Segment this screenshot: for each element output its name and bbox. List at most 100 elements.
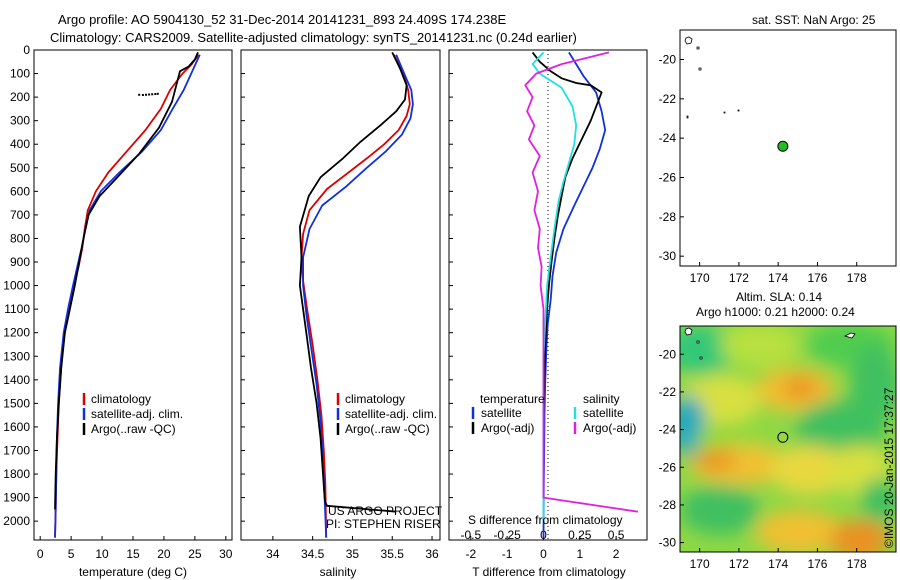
sla-blob [680,485,760,535]
map-x-tick-label: 170 [690,271,710,285]
series-line-temperature-satellite [542,51,607,538]
diff-legend-header-salinity: salinity [583,392,620,406]
series-line-satellite-adj-clim [302,54,414,538]
series-line-satellite-adj-clim [54,54,201,538]
x-tick-label: 0 [540,547,547,561]
series-line-climatology [300,54,411,538]
sla-map-axes [679,325,897,553]
map-y-tick-label: -28 [659,498,677,512]
depth-tick-label: 2000 [3,514,30,528]
argo-flag-point [151,93,154,96]
depth-tick-label: 1300 [3,349,30,363]
map-y-tick-label: -20 [659,53,677,67]
map-x-tick-label: 174 [768,271,788,285]
map-y-tick-label: -22 [659,385,677,399]
series-line-argo-raw-qc [54,52,199,510]
map-y-tick-label: -24 [659,131,677,145]
temp-legend-argo-label: Argo(..raw -QC) [91,422,176,436]
island-shape [684,327,693,336]
temperature-xlabel: temperature (deg C) [79,565,187,579]
x-tick-label: 35 [346,547,360,561]
x-tick-label: 35.5 [381,547,405,561]
depth-tick-label: 600 [10,184,30,198]
salinity-xlabel: salinity [320,565,357,579]
map-x-tick-label: 178 [847,271,867,285]
temperature-legend: climatology satellite-adj. clim. Argo(..… [82,392,183,436]
depth-tick-label: 100 [10,67,30,81]
s-diff-tick-label: -0.5 [460,528,481,542]
argo-flag-point [141,93,144,96]
x-tick-label: 5 [68,547,75,561]
map-x-tick-label: 178 [847,557,867,571]
diff-legend-ssat-label: satellite [583,406,624,420]
salinity-panel: 34 34.5 35 35.5 36 climatology satellite-adj… [240,49,443,579]
map-y-tick-label: -24 [659,423,677,437]
depth-tick-label: 1600 [3,420,30,434]
x-tick-label: 15 [126,547,140,561]
sal-legend-argo-label: Argo(..raw -QC) [345,422,430,436]
map-y-tick-label: -22 [659,92,677,106]
sst-map-title: sat. SST: NaN Argo: 25 [752,13,876,27]
salinity-annotation-pi: PI: STEPHEN RISER [326,517,441,531]
difference-legend: temperature salinity satellite Argo(-adj… [471,392,636,435]
sla-blob [720,326,800,367]
temp-legend-clim-label: climatology [91,392,151,406]
island-shape [696,340,700,344]
s-diff-tick-label: -0.25 [493,528,521,542]
map-x-tick-label: 172 [729,271,749,285]
x-tick-label: 34 [266,547,280,561]
sla-blob [770,445,850,495]
sla-blob [782,378,818,398]
argo-position-marker [777,431,789,443]
diff-legend-targo-label: Argo(-adj) [481,421,534,435]
sla-map-panel: Altim. SLA: 0.14 Argo h1000: 0.21 h2000:… [659,290,897,571]
argo-flag-point [148,93,151,96]
depth-tick-label: 700 [10,208,30,222]
series-line-salinity-satellite [531,51,578,522]
series-line-argo-raw-qc [298,52,408,513]
depth-tick-label: 1000 [3,279,30,293]
sal-legend-clim-label: climatology [345,392,405,406]
island-shape [698,67,702,71]
map-x-tick-label: 172 [729,557,749,571]
figure-title-line2: Climatology: CARS2009. Satellite-adjuste… [50,30,577,45]
sla-blob [755,510,845,552]
map-y-tick-label: -26 [659,460,677,474]
figure-title-line1: Argo profile: AO 5904130_52 31-Dec-2014 … [58,12,506,27]
depth-tick-label: 1700 [3,443,30,457]
island-shape [723,111,726,114]
island-shape [684,36,693,45]
depth-tick-label: 1900 [3,491,30,505]
temp-legend-sat-label: satellite-adj. clim. [91,407,183,421]
depth-tick-label: 1800 [3,467,30,481]
sla-blob [695,450,735,470]
x-tick-label: 1 [576,547,583,561]
island-shape [699,356,703,360]
depth-tick-label: 200 [10,90,30,104]
series-line-climatology [54,54,200,538]
x-tick-label: 10 [95,547,109,561]
sst-map-panel: sat. SST: NaN Argo: 25 170 172 174 176 178 -2… [659,13,897,285]
depth-tick-label: 1200 [3,326,30,340]
x-tick-label: -2 [465,547,476,561]
map-y-tick-label: -20 [659,347,677,361]
map-x-tick-label: 174 [768,557,788,571]
depth-tick-label: 800 [10,231,30,245]
x-tick-label: 30 [219,547,233,561]
x-tick-label: 20 [157,547,171,561]
series-line-salinity-argo-adj [524,51,639,513]
temperature-axes [33,49,233,541]
salinity-axes [240,49,441,541]
depth-tick-label: 1100 [4,302,30,316]
difference-top-xlabel: S difference from climatology [468,513,623,527]
argo-flag-point [138,93,141,96]
sal-legend-sat-label: satellite-adj. clim. [345,407,437,421]
map-y-tick-label: -28 [659,210,677,224]
argo-flag-point [156,92,159,95]
salinity-annotation-project: US ARGO PROJECT [328,504,443,518]
sla-blob [680,326,735,375]
map-y-tick-label: -30 [659,536,677,550]
difference-panel: -2 -1 0 1 2-0.5 -0.25 0 0.25 0.5 temperature sal… [448,49,648,579]
salinity-legend: climatology satellite-adj. clim. Argo(..… [336,392,437,436]
